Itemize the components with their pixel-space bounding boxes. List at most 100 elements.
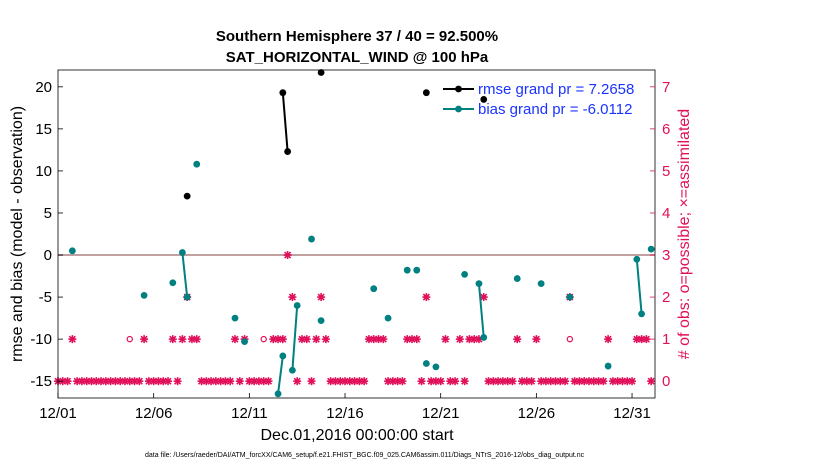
- obs-marker-core: [438, 378, 443, 384]
- obs-marker-core: [314, 336, 319, 342]
- bias-point: [178, 249, 186, 256]
- x-tick-label: 12/01: [39, 405, 77, 422]
- obs-assimilated-marker: [460, 377, 469, 386]
- obs-assimilated-marker: [398, 377, 407, 386]
- obs-marker-core: [79, 378, 85, 384]
- obs-marker-core: [462, 378, 467, 384]
- obs-marker-core: [519, 378, 525, 384]
- obs-marker-core: [103, 378, 109, 384]
- bias-point: [231, 314, 239, 322]
- obs-marker-core: [615, 378, 620, 384]
- obs-marker-core: [127, 378, 132, 384]
- obs-assimilated-marker: [642, 335, 651, 344]
- bias-line-segment: [291, 305, 299, 371]
- x-tick-label: 12/26: [518, 405, 556, 422]
- obs-marker-core: [390, 378, 396, 384]
- bias-point: [279, 352, 287, 360]
- y-tick-label: 0: [44, 247, 52, 264]
- obs-marker-core: [170, 336, 176, 342]
- obs-marker-core: [644, 336, 649, 342]
- bias-point: [288, 366, 296, 374]
- obs-marker-core: [89, 378, 94, 384]
- bias-point: [647, 245, 655, 253]
- obs-marker-core: [328, 378, 333, 384]
- obs-marker-core: [338, 378, 343, 384]
- obs-marker-core: [385, 378, 391, 384]
- obs-assimilated-marker: [235, 377, 244, 386]
- obs-marker-core: [577, 378, 582, 384]
- legend-marker-rmse: [455, 85, 462, 93]
- obs-possible-marker: [566, 335, 574, 343]
- obs-marker-core: [342, 378, 348, 384]
- y2-tick-label: 5: [662, 163, 670, 180]
- bias-point: [274, 390, 282, 398]
- x-axis-label: Dec.01,2016 00:00:00 start: [260, 427, 454, 444]
- obs-assimilated-marker: [551, 377, 560, 386]
- obs-marker-core: [481, 294, 486, 300]
- obs-marker-core: [304, 336, 309, 342]
- obs-assimilated-marker: [278, 335, 287, 344]
- obs-marker-core: [524, 378, 529, 384]
- obs-marker-core: [500, 378, 506, 384]
- obs-marker-core: [601, 378, 606, 384]
- obs-marker-core: [486, 378, 491, 384]
- obs-marker-core: [218, 378, 223, 384]
- bias-point: [422, 360, 430, 367]
- obs-marker-core: [457, 336, 463, 342]
- obs-marker-core: [161, 378, 166, 384]
- obs-marker-core: [266, 378, 271, 384]
- obs-marker-core: [467, 336, 472, 342]
- obs-assimilated-marker: [360, 377, 369, 386]
- obs-possible-marker: [126, 335, 133, 343]
- y2-tick-label: 3: [662, 247, 670, 264]
- obs-marker-core: [98, 378, 104, 384]
- y2-tick-label: 2: [662, 289, 670, 306]
- obs-marker-core: [510, 378, 515, 384]
- x-tick-label: 12/16: [326, 405, 364, 422]
- obs-marker-core: [491, 378, 496, 384]
- obs-marker-core: [443, 336, 448, 342]
- chart-subtitle: SAT_HORIZONTAL_WIND @ 100 hPa: [226, 49, 489, 66]
- obs-marker-core: [228, 378, 233, 384]
- obs-assimilated-marker: [173, 377, 182, 386]
- bias-point: [461, 270, 469, 278]
- obs-marker-core: [247, 378, 252, 384]
- obs-marker-core: [381, 336, 386, 342]
- obs-assimilated-marker: [364, 335, 373, 344]
- obs-assimilated-marker: [140, 335, 149, 344]
- obs-marker-core: [476, 336, 482, 342]
- obs-marker-core: [371, 336, 376, 342]
- obs-marker-core: [213, 378, 219, 384]
- obs-marker-core: [285, 252, 290, 258]
- obs-marker-core: [208, 378, 214, 384]
- obs-marker-core: [251, 378, 257, 384]
- obs-assimilated-marker: [288, 293, 297, 302]
- bias-point: [537, 280, 545, 288]
- obs-assimilated-marker: [312, 335, 321, 344]
- obs-marker-core: [495, 378, 501, 384]
- obs-marker-core: [366, 336, 372, 342]
- obs-marker-core: [596, 378, 601, 384]
- obs-assimilated-marker: [599, 377, 608, 386]
- obs-assimilated-marker: [455, 335, 464, 344]
- obs-assimilated-marker: [513, 335, 522, 344]
- bias-point: [308, 235, 315, 243]
- bias-point: [68, 247, 76, 255]
- obs-marker-core: [572, 378, 577, 384]
- legend-label-bias: bias grand pr = -6.0112: [478, 101, 632, 118]
- obs-assimilated-marker: [164, 377, 173, 386]
- obs-marker-core: [156, 378, 161, 384]
- obs-marker-core: [634, 336, 640, 342]
- obs-assimilated-marker: [307, 377, 316, 386]
- obs-assimilated-marker: [628, 377, 637, 386]
- bias-point: [604, 362, 612, 370]
- bias-line-segment: [635, 259, 643, 314]
- obs-marker-core: [376, 336, 381, 342]
- obs-marker-core: [419, 378, 424, 384]
- rmse-point: [317, 69, 325, 76]
- obs-marker-core: [452, 378, 458, 384]
- obs-assimilated-marker: [68, 335, 77, 344]
- obs-assimilated-marker: [451, 377, 460, 386]
- obs-assimilated-marker: [527, 377, 536, 386]
- obs-marker-core: [132, 378, 137, 384]
